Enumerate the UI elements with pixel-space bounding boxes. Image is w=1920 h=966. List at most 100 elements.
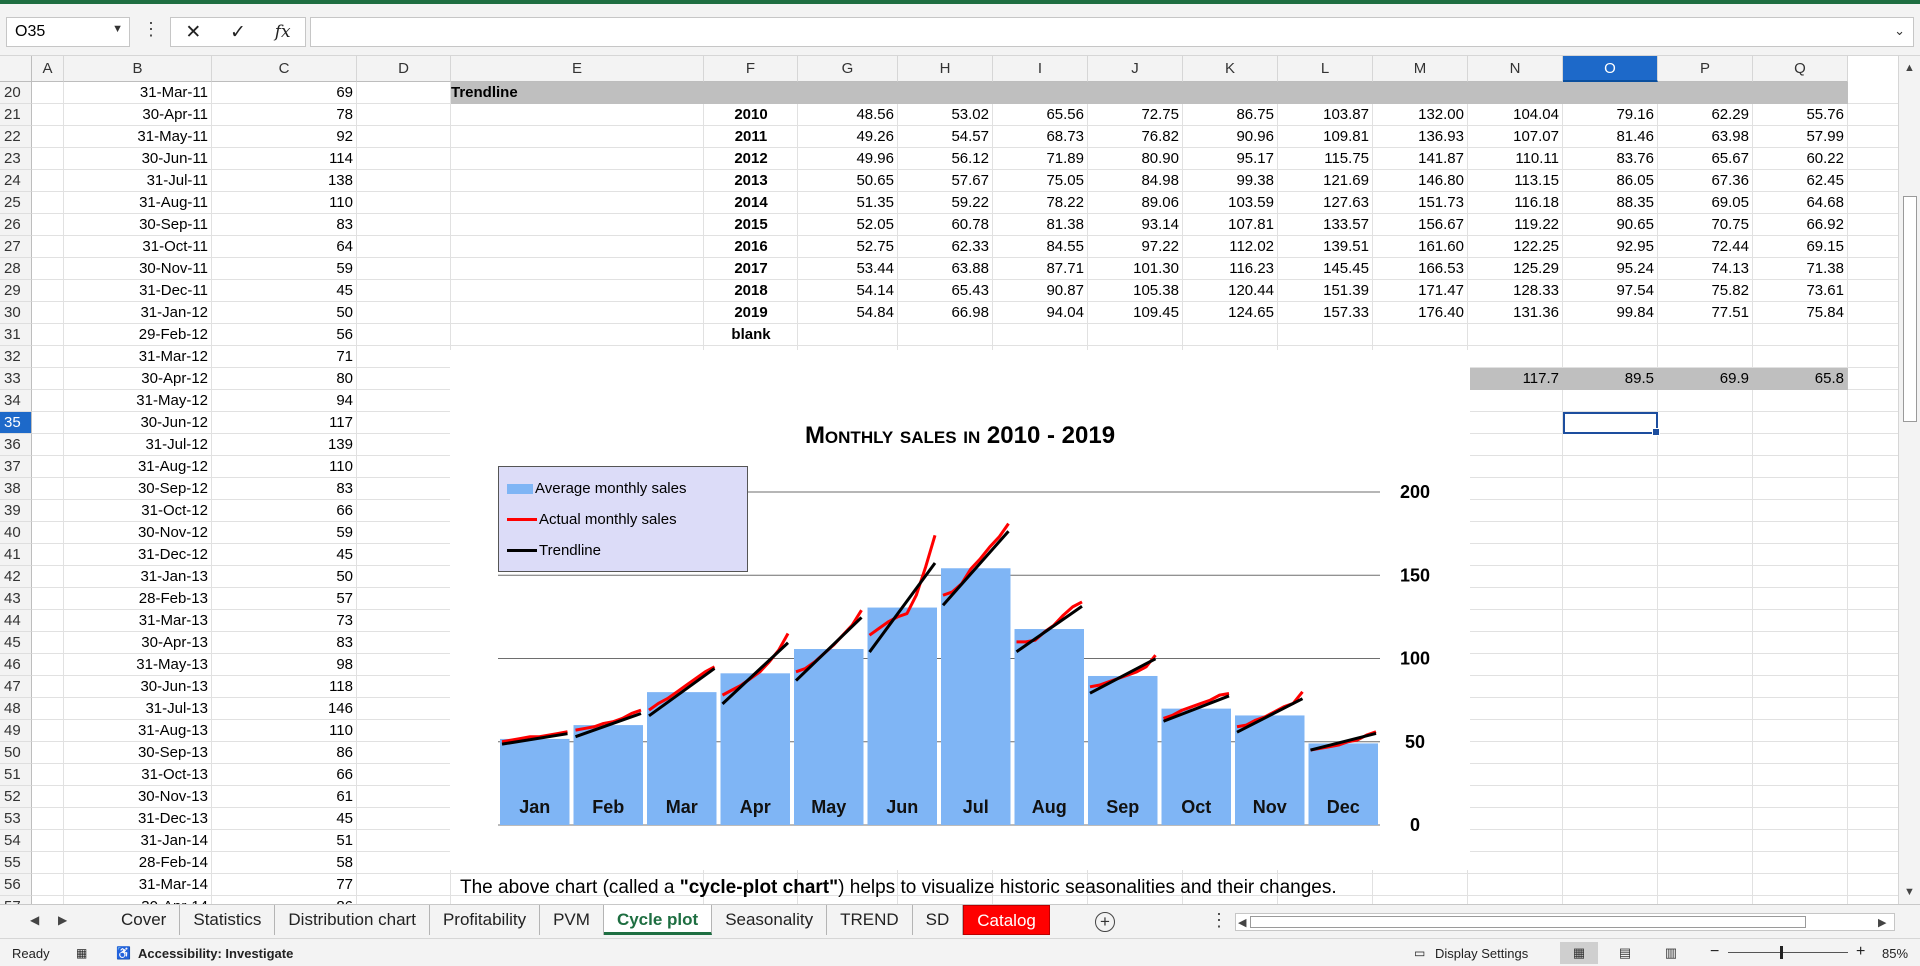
- date-cell[interactable]: 30-Sep-11: [139, 216, 208, 233]
- sales-cell[interactable]: 66: [336, 766, 353, 783]
- row-header-37[interactable]: 37: [0, 456, 32, 478]
- trend-value-cell[interactable]: 55.76: [1806, 106, 1844, 123]
- select-all-corner[interactable]: [0, 56, 32, 82]
- sales-cell[interactable]: 59: [336, 524, 353, 541]
- column-header-e[interactable]: E: [451, 56, 704, 82]
- date-cell[interactable]: 30-Jun-12: [140, 414, 208, 431]
- horizontal-scrollbar[interactable]: ◀ ▶: [1235, 913, 1895, 931]
- date-cell[interactable]: 28-Feb-13: [138, 590, 208, 607]
- trendline-label[interactable]: Trendline: [451, 84, 518, 101]
- trend-value-cell[interactable]: 70.75: [1711, 216, 1749, 233]
- date-cell[interactable]: 30-Jun-11: [141, 150, 208, 167]
- row-header-27[interactable]: 27: [0, 236, 32, 258]
- accessibility-icon[interactable]: ♿: [116, 946, 131, 960]
- more-options-icon[interactable]: ⋮: [142, 19, 160, 39]
- trend-value-cell[interactable]: 69.15: [1806, 238, 1844, 255]
- formula-input[interactable]: ⌄: [310, 17, 1914, 47]
- year-cell[interactable]: 2013: [734, 172, 768, 189]
- sales-cell[interactable]: 69: [336, 84, 353, 101]
- trend-value-cell[interactable]: 76.82: [1141, 128, 1179, 145]
- trend-value-cell[interactable]: 73.61: [1806, 282, 1844, 299]
- trend-value-cell[interactable]: 131.36: [1513, 304, 1559, 321]
- trend-value-cell[interactable]: 88.35: [1616, 194, 1654, 211]
- column-header-o[interactable]: O: [1563, 56, 1658, 82]
- tab-statistics[interactable]: Statistics: [180, 905, 276, 935]
- trend-value-cell[interactable]: 151.73: [1418, 194, 1464, 211]
- trend-value-cell[interactable]: 171.47: [1418, 282, 1464, 299]
- trend-value-cell[interactable]: 60.22: [1806, 150, 1844, 167]
- normal-view-icon[interactable]: ▦: [1560, 942, 1598, 964]
- date-cell[interactable]: 30-Apr-13: [141, 634, 208, 651]
- trend-value-cell[interactable]: 87.71: [1046, 260, 1084, 277]
- date-cell[interactable]: 30-Apr-12: [141, 370, 208, 387]
- trend-value-cell[interactable]: 62.45: [1806, 172, 1844, 189]
- vertical-scroll-thumb[interactable]: [1903, 196, 1917, 422]
- worksheet-grid[interactable]: A B C D E F G H I J K L M N O P Q 20 21 22 23 24 25 26 27 28 29 30 3…: [0, 56, 1898, 904]
- date-cell[interactable]: 31-Jan-13: [140, 568, 208, 585]
- column-header-a[interactable]: A: [32, 56, 64, 82]
- sales-cell[interactable]: 45: [336, 810, 353, 827]
- date-cell[interactable]: 31-Dec-11: [139, 282, 208, 299]
- trend-value-cell[interactable]: 66.98: [951, 304, 989, 321]
- chart-legend[interactable]: Average monthly sales Actual monthly sale…: [498, 466, 748, 572]
- sales-cell[interactable]: 57: [336, 590, 353, 607]
- trend-value-cell[interactable]: 99.38: [1236, 172, 1274, 189]
- tab-distribution-chart[interactable]: Distribution chart: [275, 905, 430, 935]
- column-header-i[interactable]: I: [993, 56, 1088, 82]
- trend-value-cell[interactable]: 176.40: [1418, 304, 1464, 321]
- date-cell[interactable]: 31-Aug-11: [139, 194, 208, 211]
- row-header-20[interactable]: 20: [0, 82, 32, 104]
- trend-value-cell[interactable]: 145.45: [1323, 260, 1369, 277]
- zoom-slider-thumb[interactable]: [1780, 946, 1783, 959]
- trend-value-cell[interactable]: 139.51: [1323, 238, 1369, 255]
- sales-cell[interactable]: 45: [336, 546, 353, 563]
- trend-value-cell[interactable]: 65.67: [1711, 150, 1749, 167]
- trend-value-cell[interactable]: 132.00: [1418, 106, 1464, 123]
- trend-value-cell[interactable]: 116.18: [1514, 194, 1559, 211]
- row-header-23[interactable]: 23: [0, 148, 32, 170]
- date-cell[interactable]: 30-Apr-11: [142, 106, 208, 123]
- date-cell[interactable]: 31-May-13: [136, 656, 208, 673]
- sales-cell[interactable]: 110: [329, 458, 353, 475]
- column-header-f[interactable]: F: [704, 56, 798, 82]
- date-cell[interactable]: 30-Nov-13: [137, 788, 208, 805]
- row-header-44[interactable]: 44: [0, 610, 32, 632]
- date-cell[interactable]: 31-Mar-12: [138, 348, 208, 365]
- row-header-52[interactable]: 52: [0, 786, 32, 808]
- trend-value-cell[interactable]: 120.44: [1228, 282, 1274, 299]
- chevron-down-icon[interactable]: ▼: [112, 23, 123, 35]
- scroll-down-icon[interactable]: ▼: [1904, 886, 1915, 898]
- year-cell[interactable]: 2019: [734, 304, 768, 321]
- trend-value-cell[interactable]: 59.22: [951, 194, 989, 211]
- trend-value-cell[interactable]: 109.45: [1133, 304, 1179, 321]
- trend-value-cell[interactable]: 124.65: [1228, 304, 1274, 321]
- row-header-41[interactable]: 41: [0, 544, 32, 566]
- date-cell[interactable]: 31-Aug-12: [137, 458, 208, 475]
- column-header-q[interactable]: Q: [1753, 56, 1848, 82]
- trend-value-cell[interactable]: 71.38: [1806, 260, 1844, 277]
- sales-cell[interactable]: 56: [336, 326, 353, 343]
- date-cell[interactable]: 30-Jun-13: [140, 678, 208, 695]
- sales-cell[interactable]: 86: [212, 896, 357, 904]
- row-header-50[interactable]: 50: [0, 742, 32, 764]
- sales-cell[interactable]: 50: [336, 304, 353, 321]
- trend-value-cell[interactable]: 48.56: [856, 106, 894, 123]
- sales-cell[interactable]: 110: [329, 194, 353, 211]
- trend-value-cell[interactable]: 54.57: [951, 128, 989, 145]
- year-cell[interactable]: 2018: [734, 282, 768, 299]
- trend-value-cell[interactable]: 146.80: [1418, 172, 1464, 189]
- row-header-22[interactable]: 22: [0, 126, 32, 148]
- row-header-55[interactable]: 55: [0, 852, 32, 874]
- trend-value-cell[interactable]: 103.59: [1228, 194, 1274, 211]
- name-box[interactable]: O35 ▼: [6, 17, 130, 47]
- trend-value-cell[interactable]: 69.05: [1711, 194, 1749, 211]
- tab-sd[interactable]: SD: [913, 905, 964, 935]
- row-header-49[interactable]: 49: [0, 720, 32, 742]
- date-cell[interactable]: 31-May-11: [137, 128, 208, 145]
- sales-cell[interactable]: 71: [336, 348, 353, 365]
- trend-value-cell[interactable]: 110.11: [1515, 150, 1559, 167]
- average-value-cell[interactable]: 69.9: [1719, 370, 1749, 387]
- trend-value-cell[interactable]: 66.92: [1806, 216, 1844, 233]
- trend-value-cell[interactable]: 107.81: [1228, 216, 1274, 233]
- row-header-24[interactable]: 24: [0, 170, 32, 192]
